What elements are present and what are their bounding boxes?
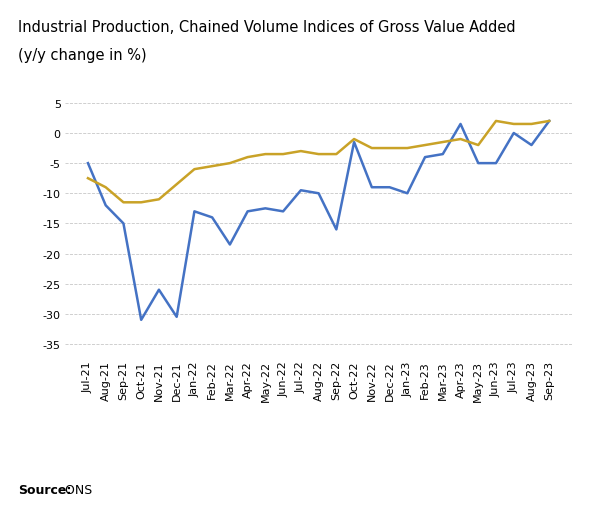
Overall Industrial Production [315,152,322,158]
Machinery And Equipment [475,161,482,167]
Line: Overall Industrial Production: Overall Industrial Production [88,122,549,203]
Machinery And Equipment [280,209,287,215]
Overall Industrial Production [333,152,340,158]
Machinery And Equipment [439,152,446,158]
Machinery And Equipment [227,242,234,248]
Overall Industrial Production [297,149,304,155]
Overall Industrial Production [173,182,180,188]
Overall Industrial Production [457,137,464,143]
Overall Industrial Production [421,143,428,149]
Text: Source:: Source: [18,484,71,496]
Machinery And Equipment [262,206,269,212]
Machinery And Equipment [191,209,198,215]
Overall Industrial Production [546,119,553,125]
Machinery And Equipment [421,155,428,161]
Machinery And Equipment [102,203,109,209]
Machinery And Equipment [137,317,145,323]
Overall Industrial Production [137,200,145,206]
Machinery And Equipment [510,131,517,137]
Text: Industrial Production, Chained Volume Indices of Gross Value Added: Industrial Production, Chained Volume In… [18,20,515,35]
Machinery And Equipment [350,139,358,146]
Machinery And Equipment [546,119,553,125]
Overall Industrial Production [244,155,251,161]
Overall Industrial Production [528,122,535,128]
Overall Industrial Production [227,161,234,167]
Machinery And Equipment [244,209,251,215]
Machinery And Equipment [315,191,322,197]
Overall Industrial Production [209,164,216,170]
Overall Industrial Production [191,167,198,173]
Overall Industrial Production [404,146,411,152]
Machinery And Equipment [209,215,216,221]
Overall Industrial Production [280,152,287,158]
Overall Industrial Production [102,185,109,191]
Machinery And Equipment [386,185,393,191]
Overall Industrial Production [262,152,269,158]
Overall Industrial Production [475,143,482,149]
Machinery And Equipment [404,191,411,197]
Machinery And Equipment [155,287,162,293]
Overall Industrial Production [510,122,517,128]
Machinery And Equipment [493,161,500,167]
Overall Industrial Production [368,146,375,152]
Text: (y/y change in %): (y/y change in %) [18,48,146,63]
Machinery And Equipment [84,161,91,167]
Machinery And Equipment [457,122,464,128]
Machinery And Equipment [120,221,127,227]
Machinery And Equipment [368,185,375,191]
Overall Industrial Production [120,200,127,206]
Overall Industrial Production [493,119,500,125]
Overall Industrial Production [155,197,162,203]
Machinery And Equipment [297,188,304,194]
Overall Industrial Production [386,146,393,152]
Line: Machinery And Equipment: Machinery And Equipment [88,122,549,320]
Machinery And Equipment [333,227,340,233]
Overall Industrial Production [439,139,446,146]
Overall Industrial Production [350,137,358,143]
Machinery And Equipment [528,143,535,149]
Machinery And Equipment [173,314,180,320]
Overall Industrial Production [84,176,91,182]
Text: ONS: ONS [61,484,92,496]
